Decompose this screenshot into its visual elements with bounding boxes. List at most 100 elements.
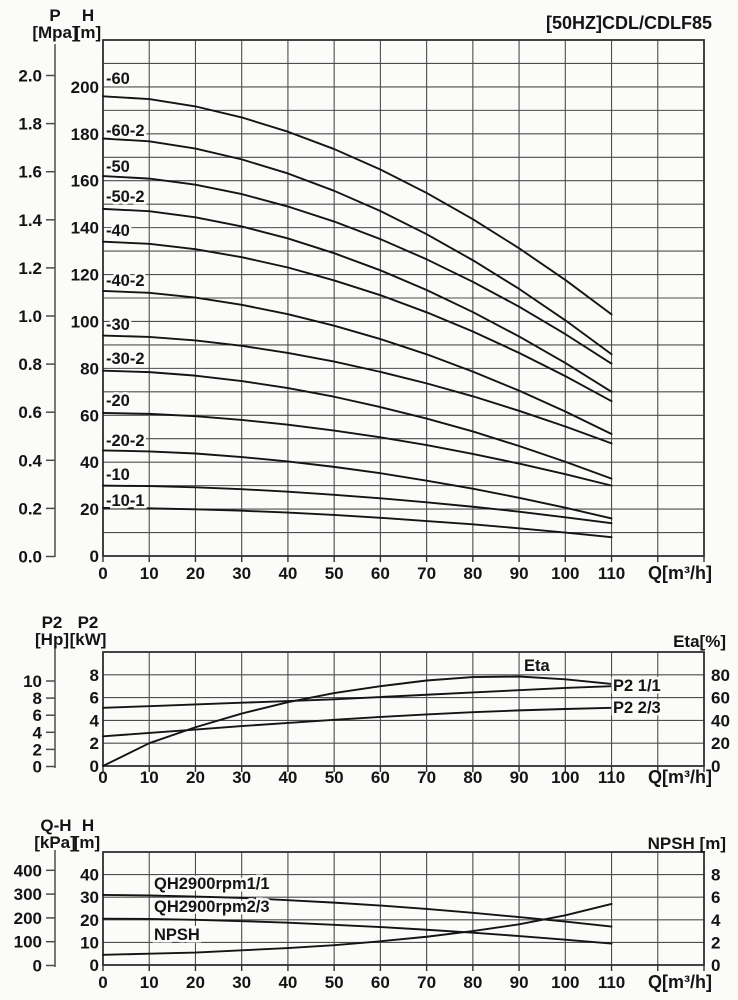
right-tick-label: 40: [711, 711, 730, 730]
left-tick-label: 200: [71, 78, 99, 97]
left-tick-label: 140: [71, 219, 99, 238]
series--60-2: [102, 137, 613, 356]
left-tick-label: 0: [90, 956, 99, 975]
curve-label: -50: [106, 158, 130, 176]
curve-label: -10-1: [106, 492, 145, 510]
series-QH2900rpm1/1: [102, 893, 613, 928]
right-tick-label: 4: [711, 911, 721, 930]
left-tick-label: 120: [71, 266, 99, 285]
x-axis-unit-label: Q[m³/h]: [648, 563, 712, 583]
ruler-tick-label: 1.0: [18, 307, 42, 326]
left-tick-label: 80: [80, 359, 99, 378]
left-tick-label: 20: [80, 500, 99, 519]
left-tick-label: 6: [90, 689, 99, 708]
x-tick-label: 60: [371, 973, 390, 992]
right-tick-label: 0: [711, 757, 720, 776]
ruler-tick-label: 8: [33, 689, 42, 708]
series--10: [102, 484, 613, 525]
x-tick-label: 40: [278, 564, 297, 583]
series-NPSH: [102, 903, 613, 956]
series--50-2: [102, 207, 613, 393]
x-axis-unit-label: Q[m³/h]: [648, 767, 712, 787]
series--30-2: [102, 369, 613, 480]
axis-header: P2: [42, 613, 63, 632]
ruler-tick-label: 2.0: [18, 67, 42, 86]
chart-qh-npsh: 0 10 20 30 40 50 60 70 80 90 100 110 Q[m³/h]01020304…: [14, 816, 726, 992]
x-tick-label: 90: [510, 768, 529, 787]
axis-header: [kPa]: [34, 833, 76, 852]
chart-power-efficiency: 0 10 20 30 40 50 60 70 80 90 100 110 Q[m³/h]02468024…: [23, 613, 730, 787]
ruler-tick-label: 200: [14, 909, 42, 928]
ruler-tick-label: 100: [14, 933, 42, 952]
left-tick-label: 4: [90, 711, 100, 730]
right-tick-label: 8: [711, 866, 720, 885]
x-tick-label: 110: [598, 564, 625, 583]
curve-label: Eta: [524, 657, 551, 675]
x-tick-label: 80: [463, 564, 482, 583]
curve-label: P2 1/1: [613, 677, 661, 695]
left-tick-label: 0: [90, 547, 99, 566]
x-tick-label: 80: [463, 768, 482, 787]
x-tick-label: 0: [98, 973, 107, 992]
curve-label: P2 2/3: [613, 699, 661, 717]
plot-border: [102, 39, 705, 557]
series--50: [102, 175, 613, 365]
x-tick-label: 70: [417, 768, 436, 787]
curve-label: -20-2: [106, 432, 145, 450]
axis-header: Q-H: [40, 816, 71, 835]
x-tick-label: 20: [186, 564, 205, 583]
left-tick-label: 10: [80, 933, 99, 952]
right-tick-label: 60: [711, 689, 730, 708]
x-tick-label: 100: [551, 973, 579, 992]
left-tick-label: 40: [80, 866, 99, 885]
series--10-1: [102, 506, 613, 539]
x-tick-label: 110: [598, 768, 625, 787]
right-tick-label: 20: [711, 734, 730, 753]
series--20-2: [102, 449, 613, 520]
series--20: [102, 411, 613, 487]
left-tick-label: 160: [71, 172, 99, 191]
ruler-tick-label: 1.8: [18, 115, 42, 134]
ruler-tick-label: 6: [33, 706, 42, 725]
x-tick-label: 80: [463, 973, 482, 992]
left-tick-label: 20: [80, 911, 99, 930]
curve-label: -40-2: [106, 272, 145, 290]
axis-header: [m]: [74, 833, 100, 852]
curve-label: -60: [106, 70, 130, 88]
right-tick-label: 6: [711, 888, 720, 907]
chart-title: [50HZ]CDL/CDLF85: [546, 13, 712, 33]
curve-label: QH2900rpm2/3: [154, 898, 270, 916]
curve-label: QH2900rpm1/1: [154, 875, 270, 893]
ruler-tick-label: 1.6: [18, 163, 42, 182]
x-tick-label: 60: [371, 768, 390, 787]
x-tick-label: 40: [278, 768, 297, 787]
series--40-2: [102, 290, 613, 435]
curve-label: -30-2: [106, 350, 145, 368]
series--60: [102, 95, 613, 316]
left-tick-label: 0: [90, 757, 99, 776]
x-tick-label: 10: [140, 973, 159, 992]
plot-border: [102, 651, 705, 767]
ruler-tick-label: 0: [33, 758, 42, 777]
x-tick-label: 30: [232, 564, 251, 583]
x-tick-label: 50: [325, 973, 344, 992]
x-tick-label: 70: [417, 973, 436, 992]
axis-header: P2: [78, 613, 99, 632]
left-tick-label: 180: [71, 125, 99, 144]
series-Eta: [102, 675, 613, 767]
chart-head-flow: 0 10 20 30 40 50 60 70 80 90 100 110 Q[m³/h] 0 20 40 60 8…: [18, 6, 712, 583]
x-tick-label: 70: [417, 564, 436, 583]
x-tick-label: 50: [325, 768, 344, 787]
ruler-tick-label: 1.2: [18, 259, 42, 278]
ruler-tick-label: 0.0: [18, 548, 42, 567]
axis-header: H: [82, 6, 94, 25]
axis-header: P: [49, 6, 60, 25]
plot-border: [102, 851, 705, 966]
ruler-tick-label: 300: [14, 885, 42, 904]
x-tick-label: 50: [325, 564, 344, 583]
ruler-tick-label: 0.2: [18, 499, 42, 518]
left-tick-label: 8: [90, 666, 99, 685]
left-tick-label: 30: [80, 888, 99, 907]
x-tick-label: 110: [598, 973, 625, 992]
